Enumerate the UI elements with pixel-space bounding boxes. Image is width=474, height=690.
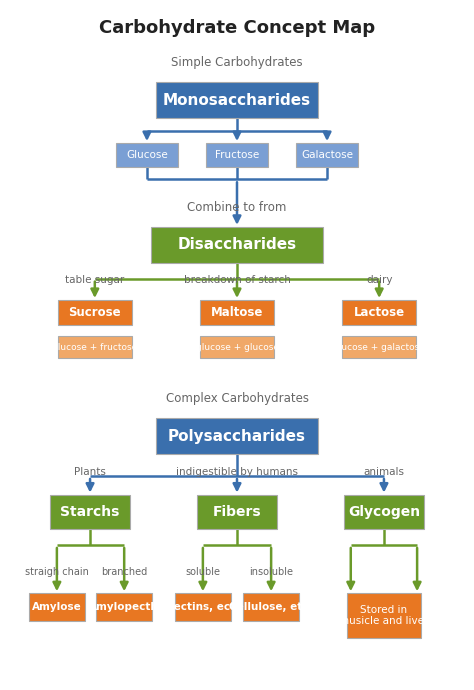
FancyBboxPatch shape [342,300,417,325]
FancyBboxPatch shape [342,336,417,358]
Text: Starchs: Starchs [60,505,120,519]
FancyBboxPatch shape [206,143,268,167]
FancyBboxPatch shape [151,227,323,263]
FancyBboxPatch shape [50,495,130,529]
FancyBboxPatch shape [156,82,318,118]
Text: Glucose: Glucose [126,150,168,160]
FancyBboxPatch shape [116,143,178,167]
Text: breakdown of starch: breakdown of starch [183,275,291,285]
FancyBboxPatch shape [296,143,358,167]
Text: animals: animals [364,467,404,477]
Text: Fructose: Fructose [215,150,259,160]
Text: Cellulose, etc.: Cellulose, etc. [229,602,313,612]
Text: Carbohydrate Concept Map: Carbohydrate Concept Map [99,19,375,37]
Text: branched: branched [101,567,147,577]
FancyBboxPatch shape [346,593,421,638]
Text: Sucrose: Sucrose [68,306,121,319]
Text: Fibers: Fibers [213,505,261,519]
Text: table sugar: table sugar [65,275,124,285]
Text: indigestible by humans: indigestible by humans [176,467,298,477]
Text: Polysaccharides: Polysaccharides [168,428,306,444]
Text: Maltose: Maltose [211,306,263,319]
FancyBboxPatch shape [200,300,274,325]
Text: Glycogen: Glycogen [348,505,420,519]
Text: Disaccharides: Disaccharides [177,237,297,253]
Text: insoluble: insoluble [249,567,293,577]
Text: Complex Carbohydrates: Complex Carbohydrates [165,392,309,404]
Text: Combine to from: Combine to from [187,201,287,213]
Text: Stored in
musicle and liver: Stored in musicle and liver [339,604,428,627]
FancyBboxPatch shape [197,495,277,529]
FancyBboxPatch shape [175,593,230,621]
Text: straigh chain: straigh chain [25,567,89,577]
Text: glucose + fructose: glucose + fructose [52,342,137,352]
Text: dairy: dairy [366,275,392,285]
FancyBboxPatch shape [243,593,299,621]
Text: Simple Carbohydrates: Simple Carbohydrates [171,56,303,68]
Text: glucose + glucose: glucose + glucose [195,342,279,352]
Text: Monosaccharides: Monosaccharides [163,92,311,108]
FancyBboxPatch shape [58,300,132,325]
FancyBboxPatch shape [200,336,274,358]
Text: glucose + galactose: glucose + galactose [333,342,425,352]
Text: Plants: Plants [74,467,106,477]
FancyBboxPatch shape [97,593,152,621]
Text: Amylose: Amylose [32,602,82,612]
Text: Amylopecth: Amylopecth [89,602,159,612]
Text: Pectins, ect,: Pectins, ect, [166,602,239,612]
Text: Galactose: Galactose [301,150,353,160]
Text: soluble: soluble [185,567,220,577]
FancyBboxPatch shape [344,495,424,529]
FancyBboxPatch shape [29,593,84,621]
FancyBboxPatch shape [58,336,132,358]
FancyBboxPatch shape [156,418,318,454]
Text: Lactose: Lactose [354,306,405,319]
